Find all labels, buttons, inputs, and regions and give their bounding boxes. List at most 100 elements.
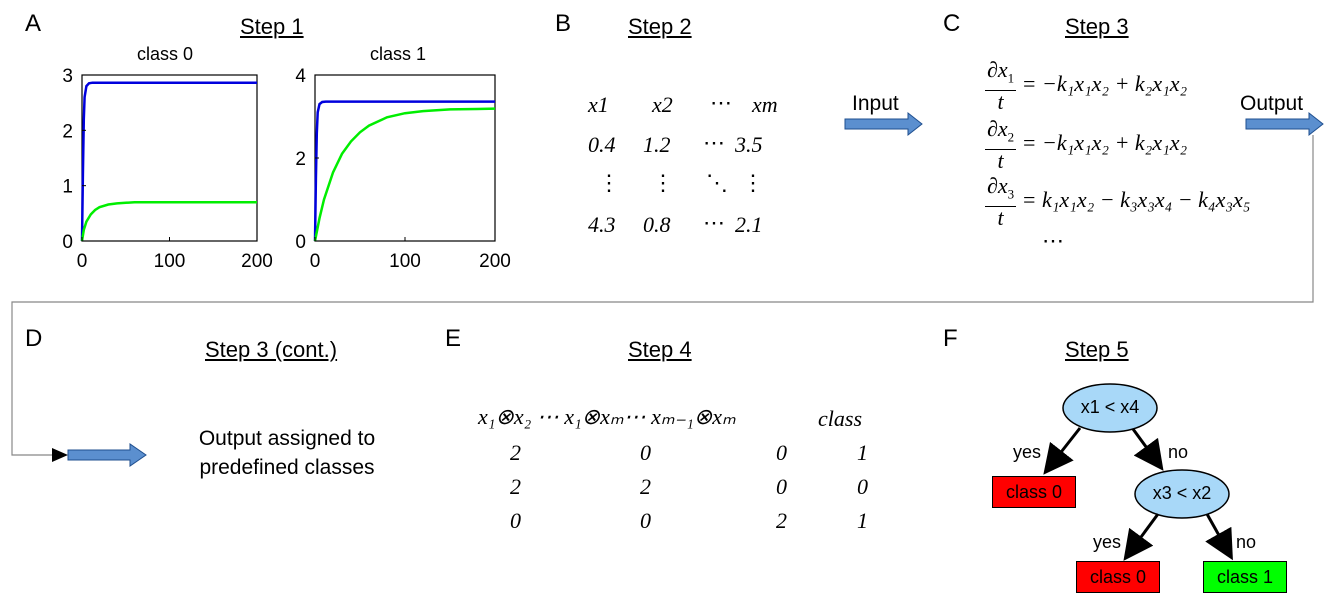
eq-var: x bbox=[997, 57, 1008, 82]
edge-node2-to-class0 bbox=[1123, 513, 1160, 561]
series-line bbox=[80, 81, 257, 242]
step-1-title: Step 1 bbox=[240, 14, 304, 39]
matrix-cell: ⋮ bbox=[652, 170, 674, 195]
eq-sub: 3 bbox=[1007, 186, 1015, 202]
partial-symbol: ∂ bbox=[987, 57, 998, 82]
chart-class-0-title: class 0 bbox=[137, 44, 194, 64]
tree-root-label: x1 < x4 bbox=[1080, 397, 1140, 417]
y-tick-label: 0 bbox=[295, 232, 306, 253]
matrix-cell: ⋯ bbox=[703, 130, 725, 155]
tree-node-2-label: x3 < x2 bbox=[1152, 483, 1212, 503]
feature-cell: 0 bbox=[510, 508, 521, 533]
matrix-cell: 2.1 bbox=[735, 212, 763, 237]
output-label: Output bbox=[1240, 92, 1304, 115]
feature-cell: 0 bbox=[640, 440, 651, 465]
equation-2-rhs: = −k₁x₁x₂ + k₂x₁x₂ bbox=[1021, 129, 1188, 155]
panel-letter-a: A bbox=[25, 10, 42, 37]
tree-node-2 bbox=[1134, 469, 1230, 519]
step-5-title: Step 5 bbox=[1065, 337, 1129, 362]
matrix-header-x2: x2 bbox=[652, 92, 673, 117]
panel-letter-f: F bbox=[943, 325, 958, 352]
eq-var: x bbox=[997, 173, 1008, 198]
y-tick-label: 2 bbox=[62, 121, 73, 142]
eq-var: x bbox=[997, 116, 1008, 141]
equation-2: ∂x2 t = −k₁x₁x₂ + k₂x₁x₂ bbox=[985, 117, 1187, 172]
output-arrow bbox=[1245, 111, 1324, 137]
edge-yes-label: yes bbox=[1013, 442, 1042, 462]
panel-letter-c: C bbox=[943, 10, 961, 37]
equation-3-rhs: = k₁x₁x₂ − k₃x₃x₄ − k₄x₃x₅ bbox=[1021, 186, 1251, 212]
panel-letter-b: B bbox=[555, 10, 572, 37]
step-4-title: Step 4 bbox=[628, 337, 692, 362]
leaf-class-0: class 0 bbox=[992, 476, 1076, 508]
edge-root-to-class0 bbox=[1043, 427, 1082, 475]
y-tick-label: 2 bbox=[295, 149, 306, 170]
edge-no-label: no bbox=[1168, 442, 1189, 462]
x-tick-label: 0 bbox=[77, 251, 88, 272]
step-3-cont-title: Step 3 (cont.) bbox=[205, 337, 338, 362]
edge-yes-label: yes bbox=[1093, 532, 1122, 552]
step-2-title: Step 2 bbox=[628, 14, 692, 39]
y-tick-label: 1 bbox=[62, 177, 73, 198]
edge-node2-to-class1 bbox=[1205, 513, 1233, 561]
panel-letter-e: E bbox=[445, 325, 462, 352]
equation-1-rhs: = −k₁x₁x₂ + k₂x₁x₂ bbox=[1021, 70, 1188, 96]
feature-cell: 2 bbox=[640, 474, 651, 499]
y-tick-label: 0 bbox=[62, 232, 73, 253]
eq-sub: 2 bbox=[1007, 129, 1015, 145]
eq-den: t bbox=[997, 89, 1004, 115]
partial-symbol: ∂ bbox=[987, 116, 998, 141]
step-3-cont-text-line2: predefined classes bbox=[199, 456, 375, 479]
matrix-cell: ⋯ bbox=[703, 210, 725, 235]
step-3-cont-text-line1: Output assigned to bbox=[198, 427, 376, 450]
eq-sub: 1 bbox=[1007, 70, 1015, 86]
feature-cell: 0 bbox=[776, 440, 787, 465]
chart-class-1-title: class 1 bbox=[370, 44, 427, 64]
matrix-cell: 1.2 bbox=[643, 132, 671, 157]
x-tick-label: 0 bbox=[310, 251, 321, 272]
equation-3: ∂x3 t = k₁x₁x₂ − k₃x₃x₄ − k₄x₃x₅ bbox=[985, 174, 1250, 229]
edge-no-label: no bbox=[1236, 532, 1257, 552]
input-label: Input bbox=[852, 92, 899, 115]
matrix-header-xm: xm bbox=[752, 92, 778, 117]
eq-den: t bbox=[997, 148, 1004, 174]
matrix-cell: 0.4 bbox=[588, 132, 616, 157]
equations-ellipsis: ⋯ bbox=[1042, 228, 1064, 253]
equation-1: ∂x1 t = −k₁x₁x₂ + k₂x₁x₂ bbox=[985, 58, 1187, 113]
panel-letter-d: D bbox=[25, 325, 43, 352]
feature-cell: 2 bbox=[510, 474, 521, 499]
leaf-class-0: class 0 bbox=[1076, 561, 1160, 593]
eq-den: t bbox=[997, 205, 1004, 231]
x-tick-label: 200 bbox=[241, 251, 273, 272]
feature-cell: 1 bbox=[857, 508, 868, 533]
input-arrow bbox=[844, 111, 923, 137]
step-3-cont-arrow bbox=[67, 443, 147, 467]
feature-cell: 2 bbox=[776, 508, 787, 533]
series-line bbox=[313, 107, 496, 242]
flow-line bbox=[11, 135, 1314, 456]
tree-root-node bbox=[1062, 383, 1158, 433]
matrix-cell: 3.5 bbox=[735, 132, 763, 157]
feature-cell: 0 bbox=[776, 474, 787, 499]
x-tick-label: 100 bbox=[154, 251, 186, 272]
matrix-header-x1: x1 bbox=[588, 92, 609, 117]
matrix-header-ellipsis: ⋯ bbox=[710, 90, 732, 115]
matrix-cell: ⋮ bbox=[598, 170, 620, 195]
y-tick-label: 3 bbox=[62, 66, 73, 87]
feature-cell: 1 bbox=[857, 440, 868, 465]
matrix-cell: 4.3 bbox=[588, 212, 616, 237]
feature-cell: 0 bbox=[640, 508, 651, 533]
y-tick-label: 4 bbox=[295, 66, 306, 87]
feature-cell: 0 bbox=[857, 474, 868, 499]
x-tick-label: 100 bbox=[389, 251, 421, 272]
features-header: x₁⊗x₂ ⋯ x₁⊗xₘ⋯ xₘ₋₁⊗xₘ bbox=[478, 404, 736, 429]
matrix-cell: ⋱ bbox=[706, 170, 728, 195]
partial-symbol: ∂ bbox=[987, 173, 998, 198]
x-tick-label: 200 bbox=[479, 251, 511, 272]
leaf-class-1: class 1 bbox=[1203, 561, 1287, 593]
edge-root-to-node2 bbox=[1131, 428, 1164, 471]
features-class-header: class bbox=[818, 406, 862, 431]
flow-line-arrowhead bbox=[52, 448, 68, 462]
